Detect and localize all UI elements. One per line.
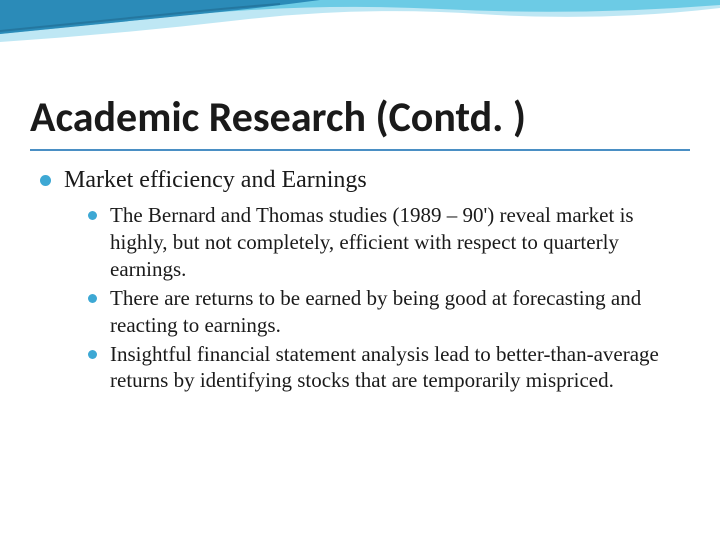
slide-title: Academic Research (Contd. ) — [30, 92, 690, 151]
bullet-subitem: The Bernard and Thomas studies (1989 – 9… — [88, 202, 690, 283]
bullet-list-level2: The Bernard and Thomas studies (1989 – 9… — [64, 202, 690, 394]
slide-content: Academic Research (Contd. ) Market effic… — [30, 92, 690, 402]
bullet-text: The Bernard and Thomas studies (1989 – 9… — [110, 203, 634, 281]
bullet-item: Market efficiency and Earnings The Berna… — [40, 165, 690, 394]
bullet-subitem: Insightful financial statement analysis … — [88, 341, 690, 395]
bullet-subitem: There are returns to be earned by being … — [88, 285, 690, 339]
bullet-text: Insightful financial statement analysis … — [110, 342, 659, 393]
bullet-text: There are returns to be earned by being … — [110, 286, 641, 337]
bullet-text: Market efficiency and Earnings — [64, 167, 367, 193]
wave-decoration — [0, 0, 720, 70]
bullet-list-level1: Market efficiency and Earnings The Berna… — [30, 165, 690, 394]
